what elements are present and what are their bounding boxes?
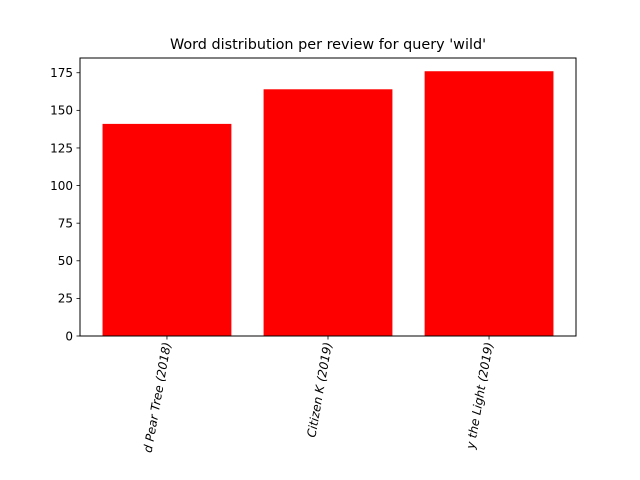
y-tick-label: 150 [50,104,73,118]
y-tick-label: 0 [65,329,73,343]
plot-frame [79,57,577,337]
y-tick-label: 25 [58,292,73,306]
bar [263,89,393,337]
bar [424,71,554,336]
y-tick-label: 75 [58,216,73,230]
x-tick-label: y the Light (2019) [463,341,496,451]
x-tick-label: Citizen K (2019) [304,341,335,438]
x-tick-label: d Pear Tree (2018) [141,341,174,454]
y-tick-label: 125 [50,141,73,155]
y-axis: 0 25 50 75 100 125 150 175 [50,66,80,343]
x-axis: d Pear Tree (2018) Citizen K (2019) y the … [141,336,496,454]
y-tick-label: 100 [50,179,73,193]
y-tick-label: 50 [58,254,73,268]
chart-title: Word distribution per review for query '… [170,37,486,53]
y-tick-label: 175 [50,66,73,80]
bar [102,123,232,336]
bars-group [102,71,554,337]
